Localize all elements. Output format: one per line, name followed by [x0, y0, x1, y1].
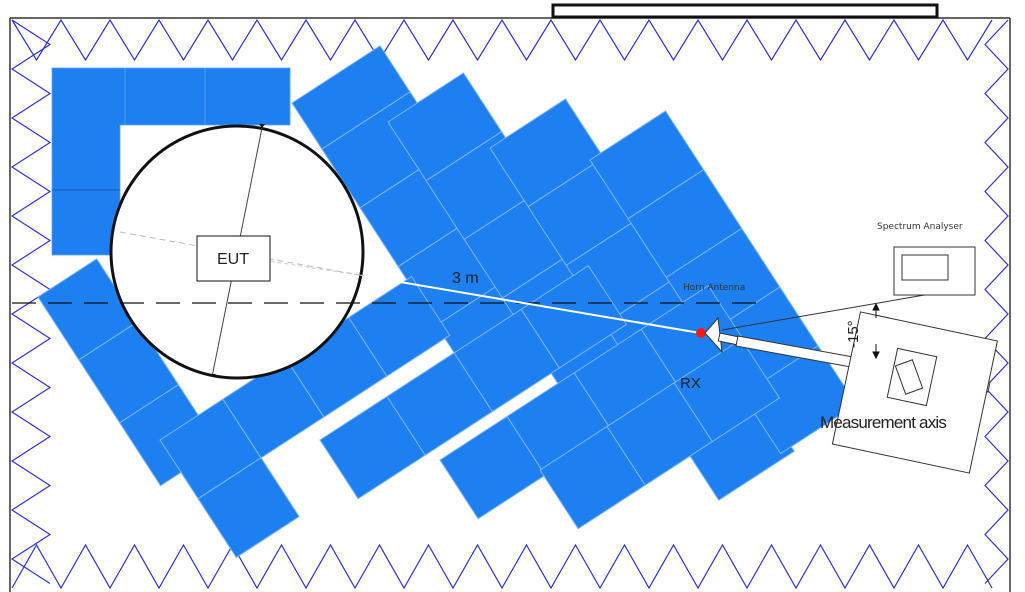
distance-line [364, 275, 701, 334]
distance-label: 3 m [452, 270, 479, 287]
chamber-door-bar [551, 3, 939, 19]
angle-arrows [872, 302, 880, 360]
spectrum-analyser-label: Spectrum Analyser [877, 222, 963, 232]
bottom-absorber-wedges [11, 543, 993, 590]
wedge-zigzag [11, 543, 993, 590]
absorber-tiles [37, 45, 857, 559]
absorber-l-block [51, 67, 291, 256]
horn-antenna-label: Horn Antenna [683, 283, 745, 293]
top-absorber-wedges [11, 18, 993, 62]
left-absorber-wedges [10, 19, 52, 585]
right-absorber-wedges [984, 19, 1009, 584]
wedge-zigzag [11, 18, 993, 62]
rx-label: RX [680, 375, 701, 392]
wedge-zigzag [10, 19, 52, 585]
measurement-axis-label: Measurement axis [820, 413, 946, 432]
rx-point [696, 328, 706, 338]
eut-label: EUT [217, 251, 249, 268]
wedge-zigzag [984, 19, 1009, 584]
angle-label: -15° [845, 320, 862, 348]
eut-box [196, 235, 271, 282]
spectrum-analyser-icon [893, 246, 976, 296]
